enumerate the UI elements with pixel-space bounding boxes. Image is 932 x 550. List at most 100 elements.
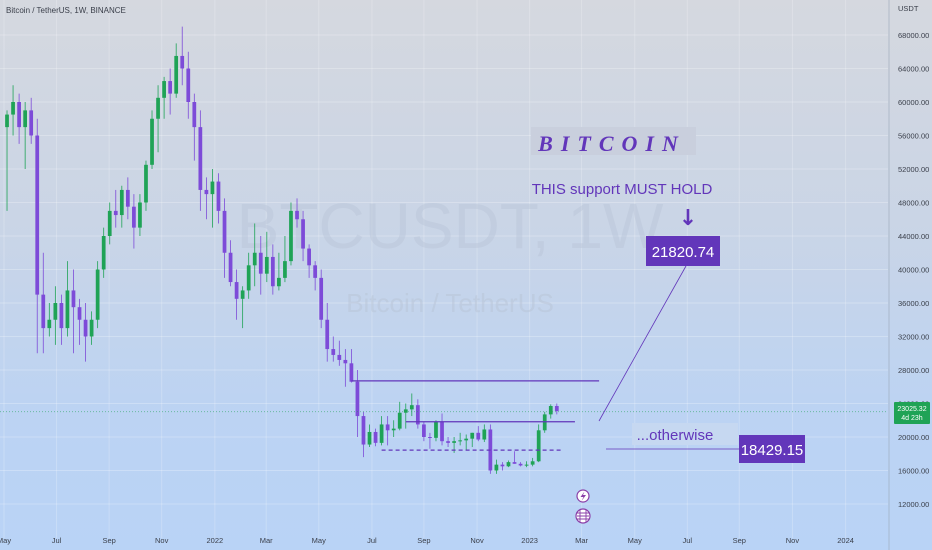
candle bbox=[313, 261, 318, 291]
candle-body bbox=[452, 441, 456, 443]
candle-body bbox=[494, 464, 499, 471]
candle bbox=[210, 169, 215, 228]
symbol-description[interactable]: Bitcoin / TetherUS, 1W, BINANCE bbox=[6, 6, 126, 15]
y-tick-label: 28000.00 bbox=[898, 366, 929, 375]
candle-body bbox=[283, 261, 287, 278]
x-tick-label: 2024 bbox=[837, 536, 854, 545]
candle-body bbox=[331, 349, 336, 355]
candle-body bbox=[295, 210, 299, 220]
candle-body bbox=[216, 181, 221, 211]
x-tick-label: 2023 bbox=[521, 536, 538, 545]
candle-body bbox=[482, 429, 487, 440]
candle-body bbox=[512, 462, 517, 464]
y-tick-label: 32000.00 bbox=[898, 333, 929, 342]
candle bbox=[29, 97, 34, 144]
candle-body bbox=[301, 219, 305, 249]
candle bbox=[470, 432, 475, 448]
annotation-group[interactable]: BITCOIN THIS support MUST HOLD ↓ 21820.7… bbox=[531, 127, 805, 463]
candle bbox=[361, 411, 366, 458]
last-price-tag: 23025.32 4d 23h bbox=[894, 402, 930, 424]
candle-body bbox=[391, 428, 396, 431]
y-tick-label: 68000.00 bbox=[898, 31, 929, 40]
candle-body bbox=[379, 424, 384, 443]
candle bbox=[17, 93, 21, 144]
candle bbox=[204, 177, 209, 220]
candle bbox=[270, 244, 275, 295]
candle-body bbox=[422, 424, 426, 437]
candle-body bbox=[246, 265, 251, 291]
candle bbox=[331, 336, 336, 362]
candle bbox=[367, 424, 372, 448]
candle bbox=[494, 459, 499, 474]
candle-body bbox=[150, 118, 154, 165]
candle-body bbox=[11, 102, 15, 115]
candle bbox=[138, 194, 142, 236]
watermark-ticker: BTCUSDT, 1W bbox=[237, 190, 664, 262]
x-tick-label: Jul bbox=[52, 536, 62, 545]
candle-body bbox=[470, 432, 475, 439]
candle-body bbox=[125, 189, 130, 207]
fallback-price-label: 18429.15 bbox=[741, 442, 804, 459]
candle-body bbox=[204, 189, 209, 195]
candle-body bbox=[554, 406, 559, 412]
time-axis[interactable]: May Jul Sep Nov 2022 Mar May Jul Sep Nov 2023 Mar Ma… bbox=[0, 536, 854, 545]
candle bbox=[512, 451, 517, 464]
candle bbox=[258, 236, 263, 295]
y-tick-label: 20000.00 bbox=[898, 433, 929, 442]
candle bbox=[373, 428, 378, 447]
candle-body bbox=[186, 68, 191, 102]
candle bbox=[156, 85, 160, 153]
candle-body bbox=[168, 81, 173, 94]
candle-body bbox=[192, 102, 197, 128]
candle-body bbox=[277, 277, 281, 287]
candle-body bbox=[385, 424, 390, 431]
candle-body bbox=[132, 206, 136, 228]
candle bbox=[59, 294, 64, 345]
candle-body bbox=[319, 277, 324, 320]
x-tick-label: Sep bbox=[733, 536, 746, 545]
candle bbox=[23, 102, 28, 169]
candle-body bbox=[349, 363, 354, 382]
candle bbox=[252, 223, 257, 287]
candle bbox=[168, 68, 173, 115]
candle bbox=[415, 399, 420, 429]
candle-body bbox=[548, 406, 553, 415]
candle bbox=[488, 424, 493, 474]
otherwise-box bbox=[632, 423, 738, 445]
candle-body bbox=[234, 282, 239, 299]
candle-body bbox=[95, 269, 100, 320]
x-tick-label: Nov bbox=[786, 536, 800, 545]
candle bbox=[385, 416, 390, 446]
x-tick-label: Jul bbox=[367, 536, 377, 545]
levels[interactable] bbox=[0, 380, 888, 451]
candle-body bbox=[240, 290, 245, 299]
candle-body bbox=[397, 412, 402, 429]
candle bbox=[307, 244, 311, 278]
y-tick-label: 36000.00 bbox=[898, 299, 929, 308]
watermark-name: Bitcoin / TetherUS bbox=[346, 288, 554, 318]
candle-body bbox=[518, 463, 523, 466]
candle bbox=[301, 210, 305, 262]
candle-body bbox=[35, 135, 40, 295]
candle bbox=[240, 286, 245, 329]
event-icons[interactable] bbox=[575, 489, 591, 524]
x-tick-label: May bbox=[628, 536, 642, 545]
candle-body bbox=[228, 252, 233, 283]
candle-body bbox=[210, 181, 215, 195]
candle-body bbox=[458, 440, 463, 442]
last-price-label: 23025.32 bbox=[897, 406, 926, 413]
callout-line-support bbox=[598, 265, 687, 422]
candle-body bbox=[156, 97, 160, 119]
candle bbox=[422, 421, 426, 442]
candle-body bbox=[325, 319, 330, 350]
candle bbox=[403, 403, 408, 429]
grid bbox=[888, 0, 890, 550]
candle-body bbox=[65, 290, 70, 329]
candle-body bbox=[174, 55, 179, 94]
candle-body bbox=[415, 405, 420, 425]
candle bbox=[89, 311, 94, 345]
price-axis[interactable]: USDT 12000.0016000.0020000.0024000.00280… bbox=[898, 4, 929, 509]
last-price-countdown: 4d 23h bbox=[901, 415, 923, 422]
candle-body bbox=[264, 256, 269, 274]
